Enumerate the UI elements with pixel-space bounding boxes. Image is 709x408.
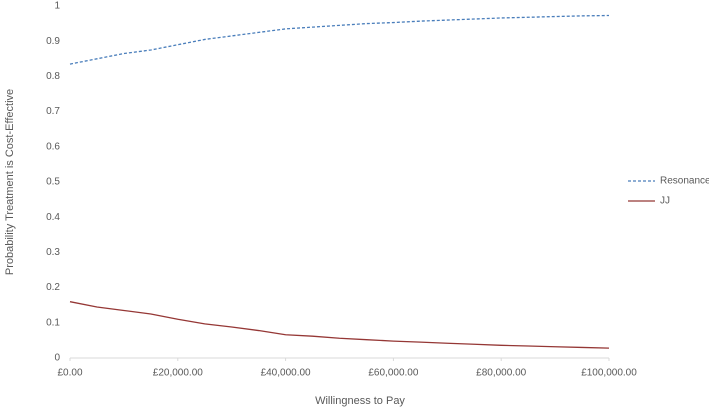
x-tick-label: £0.00 xyxy=(57,368,82,379)
data-line xyxy=(69,301,610,349)
x-axis-title: Willingness to Pay xyxy=(315,395,405,407)
y-tick-label: 1 xyxy=(54,1,60,12)
y-tick-label: 0.8 xyxy=(46,71,60,82)
y-tick-label: 0.9 xyxy=(46,36,60,47)
legend-label: Resonance xyxy=(660,176,709,187)
x-tick-label: £100,000.00 xyxy=(581,368,637,379)
y-tick-label: 0 xyxy=(54,353,60,364)
y-tick-label: 0.7 xyxy=(46,106,60,117)
x-tick-label: £20,000.00 xyxy=(153,368,203,379)
y-tick-label: 0.2 xyxy=(46,282,60,293)
x-tick-label: £40,000.00 xyxy=(261,368,311,379)
y-tick-label: 0.3 xyxy=(46,247,60,258)
x-tick-label: £80,000.00 xyxy=(476,368,526,379)
y-tick-label: 0.6 xyxy=(46,141,60,152)
y-tick-label: 0.1 xyxy=(46,317,60,328)
y-tick-label: 0.5 xyxy=(46,177,60,188)
data-line xyxy=(69,14,610,65)
x-tick-label: £60,000.00 xyxy=(368,368,418,379)
legend-label: JJ xyxy=(660,196,670,207)
y-axis-title: Probability Treatment is Cost-Effective xyxy=(4,89,16,275)
y-tick-label: 0.4 xyxy=(46,212,60,223)
